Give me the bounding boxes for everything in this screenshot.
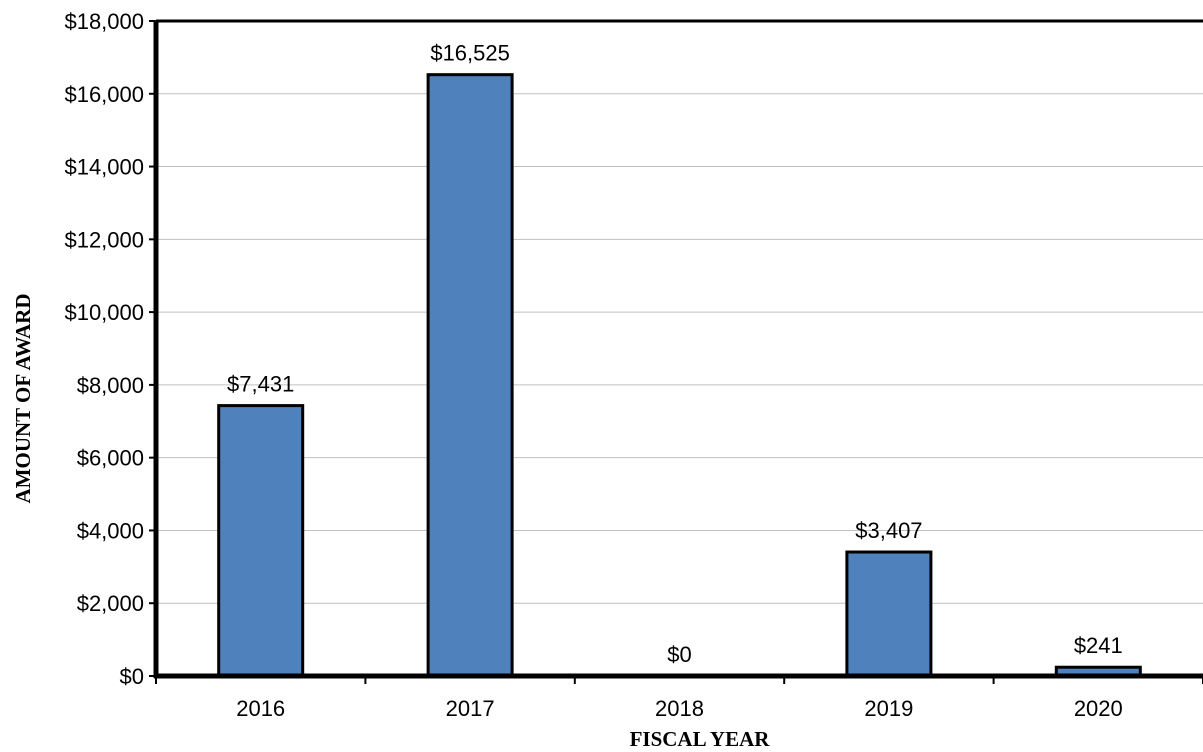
data-label-2019: $3,407	[855, 518, 922, 543]
x-tick-label-2018: 2018	[655, 696, 704, 721]
y-tick-label: $0	[120, 664, 144, 689]
y-tick-label: $18,000	[64, 9, 144, 34]
x-tick-label-2020: 2020	[1074, 696, 1123, 721]
bars	[217, 73, 1142, 678]
data-label-2018: $0	[667, 642, 691, 667]
data-label-2016: $7,431	[227, 372, 294, 397]
bar-2016	[217, 404, 305, 678]
y-axis-title: AMOUNT OF AWARD	[11, 293, 35, 503]
y-tick-label: $2,000	[77, 591, 144, 616]
y-tick-label: $8,000	[77, 373, 144, 398]
gridlines	[156, 20, 1203, 604]
bar-2019	[845, 550, 933, 678]
x-tick-label-2019: 2019	[864, 696, 913, 721]
y-tick-label: $12,000	[64, 227, 144, 252]
y-tick-label: $10,000	[64, 300, 144, 325]
x-axis-title: FISCAL YEAR	[630, 727, 771, 751]
axes	[149, 19, 1203, 684]
labels: $0 $2,000 $4,000 $6,000 $8,000 $10,000 $12,000…	[64, 9, 1122, 721]
y-tick-label: $6,000	[77, 446, 144, 471]
bar-2017	[426, 73, 514, 678]
x-tick-label-2016: 2016	[236, 696, 285, 721]
y-tick-label: $16,000	[64, 82, 144, 107]
data-label-2020: $241	[1074, 633, 1123, 658]
x-tick-label-2017: 2017	[446, 696, 495, 721]
y-tick-label: $14,000	[64, 155, 144, 180]
y-tick-label: $4,000	[77, 518, 144, 543]
data-label-2017: $16,525	[430, 41, 510, 66]
